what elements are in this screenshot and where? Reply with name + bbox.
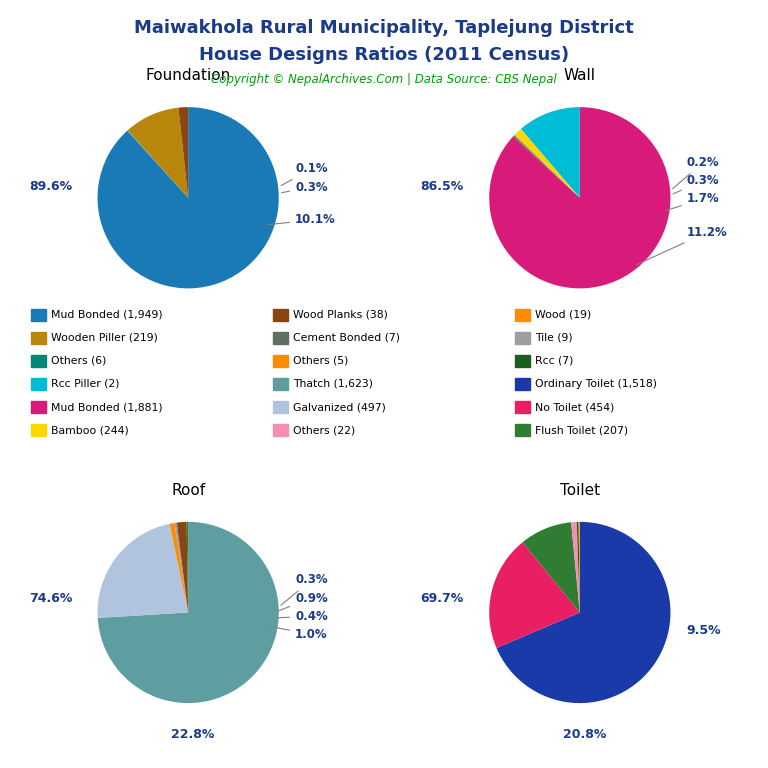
Text: Wood Planks (38): Wood Planks (38) [293,310,389,320]
Text: Mud Bonded (1,949): Mud Bonded (1,949) [51,310,163,320]
Text: 20.8%: 20.8% [563,729,606,741]
Text: 74.6%: 74.6% [28,592,72,605]
Text: 10.1%: 10.1% [268,214,336,226]
Wedge shape [174,522,188,613]
Text: 22.8%: 22.8% [171,729,214,741]
Wedge shape [496,522,670,703]
Text: 0.3%: 0.3% [281,574,328,605]
Text: Others (6): Others (6) [51,356,107,366]
Text: Cement Bonded (7): Cement Bonded (7) [293,333,400,343]
Text: Mud Bonded (1,881): Mud Bonded (1,881) [51,402,163,412]
Wedge shape [127,108,188,198]
Wedge shape [578,522,580,613]
Text: 69.7%: 69.7% [421,592,464,605]
Wedge shape [489,107,670,288]
Wedge shape [98,524,188,618]
Text: 0.3%: 0.3% [282,180,328,194]
Wedge shape [514,135,580,198]
Text: Tile (9): Tile (9) [535,333,573,343]
Wedge shape [522,522,580,613]
Wedge shape [170,523,188,613]
Wedge shape [187,522,188,613]
Wedge shape [98,107,279,289]
Text: Ordinary Toilet (1,518): Ordinary Toilet (1,518) [535,379,657,389]
Title: Toilet: Toilet [560,483,600,498]
Title: Foundation: Foundation [145,68,231,83]
Text: Others (22): Others (22) [293,425,356,435]
Text: Others (5): Others (5) [293,356,349,366]
Text: 0.1%: 0.1% [281,162,328,186]
Text: 0.3%: 0.3% [673,174,720,194]
Text: House Designs Ratios (2011 Census): House Designs Ratios (2011 Census) [199,46,569,64]
Text: 86.5%: 86.5% [421,180,464,194]
Text: Thatch (1,623): Thatch (1,623) [293,379,373,389]
Title: Roof: Roof [171,483,205,498]
Text: 1.0%: 1.0% [270,627,328,641]
Wedge shape [577,522,580,613]
Wedge shape [178,107,188,198]
Text: Rcc (7): Rcc (7) [535,356,574,366]
Wedge shape [127,131,188,198]
Text: 1.7%: 1.7% [666,192,720,210]
Wedge shape [489,542,580,648]
Text: 0.4%: 0.4% [277,610,328,623]
Text: 0.9%: 0.9% [276,591,328,611]
Text: 9.5%: 9.5% [687,624,721,637]
Title: Wall: Wall [564,68,596,83]
Wedge shape [513,136,580,198]
Text: Copyright © NepalArchives.Com | Data Source: CBS Nepal: Copyright © NepalArchives.Com | Data Sou… [211,73,557,86]
Text: 89.6%: 89.6% [29,180,72,194]
Text: 0.2%: 0.2% [673,156,720,189]
Text: Galvanized (497): Galvanized (497) [293,402,386,412]
Text: Bamboo (244): Bamboo (244) [51,425,129,435]
Wedge shape [98,522,279,703]
Wedge shape [521,107,580,198]
Text: Rcc Piller (2): Rcc Piller (2) [51,379,120,389]
Wedge shape [515,129,580,198]
Wedge shape [177,522,188,613]
Text: Maiwakhola Rural Municipality, Taplejung District: Maiwakhola Rural Municipality, Taplejung… [134,19,634,37]
Text: Wooden Piller (219): Wooden Piller (219) [51,333,158,343]
Text: Wood (19): Wood (19) [535,310,591,320]
Wedge shape [571,522,580,613]
Text: 11.2%: 11.2% [637,226,727,264]
Text: Flush Toilet (207): Flush Toilet (207) [535,425,628,435]
Text: No Toilet (454): No Toilet (454) [535,402,614,412]
